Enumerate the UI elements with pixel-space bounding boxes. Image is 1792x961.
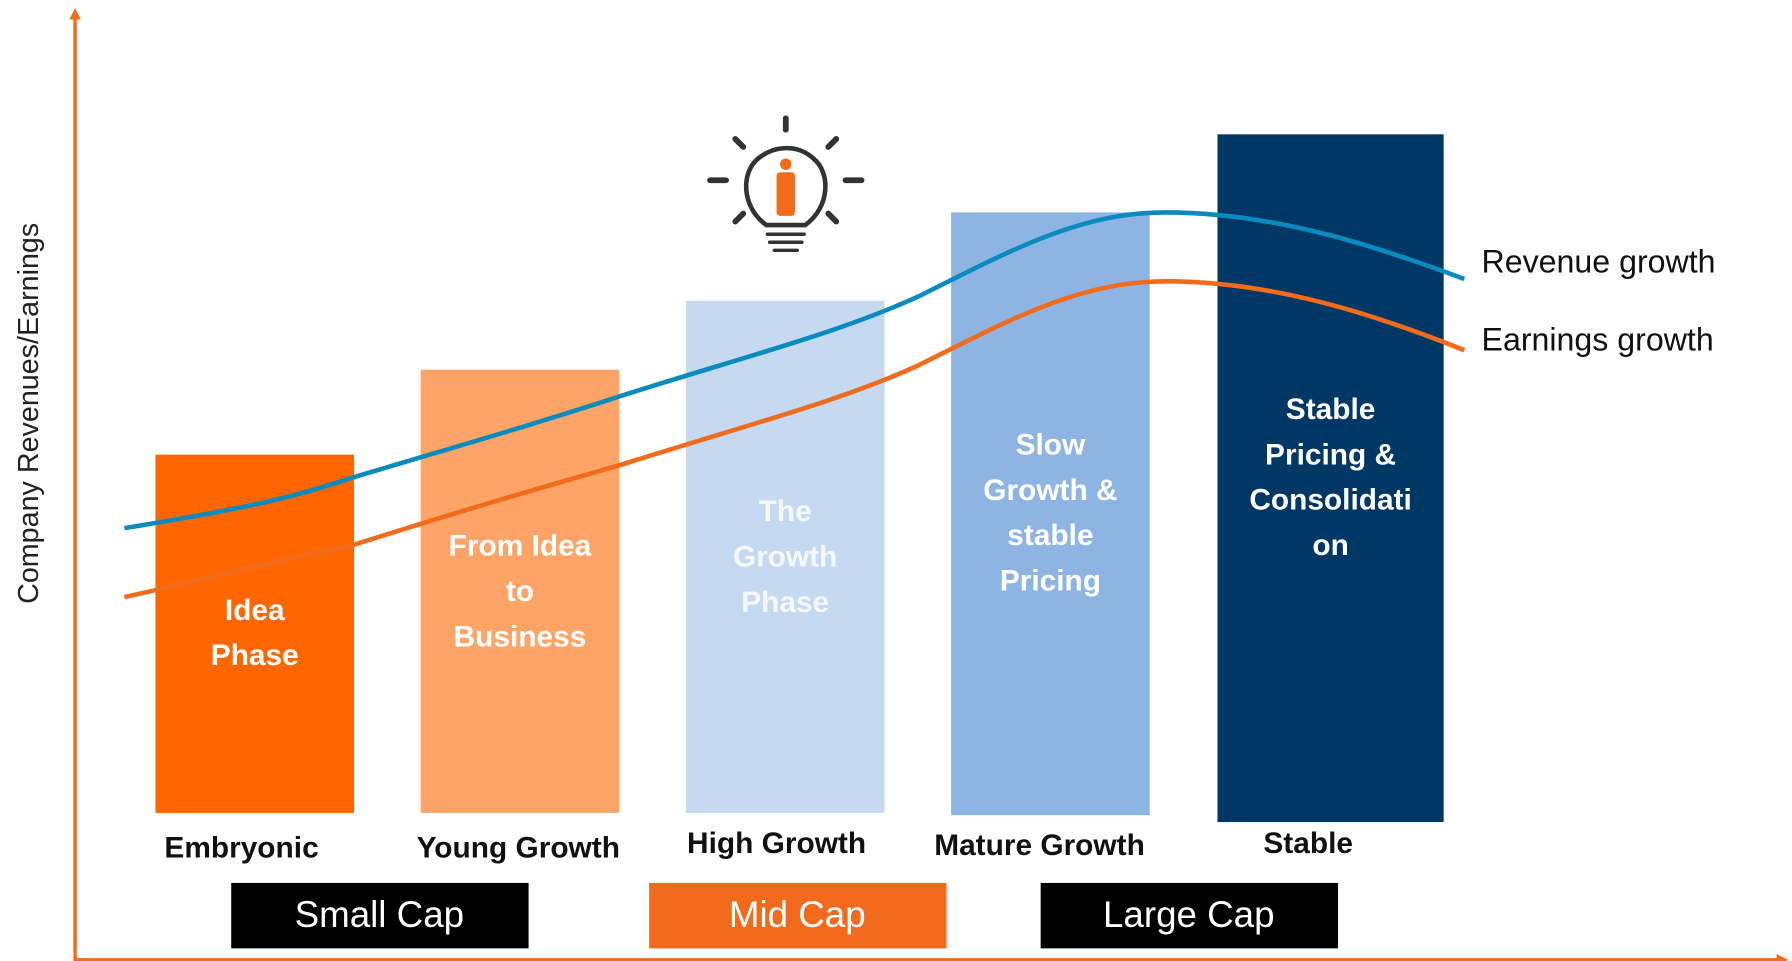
cap-label: Small Cap [295,894,464,935]
stage-name: Young Growth [417,832,620,865]
stage-text: Slow [1016,429,1086,462]
stage-bar [420,369,620,813]
cap-label: Large Cap [1103,894,1275,935]
stage-text: Growth [733,540,837,573]
stage-text: From Idea [449,530,592,563]
stage-text: Phase [741,586,829,619]
cap-box [1040,882,1339,949]
stage-text: Stable [1286,393,1376,426]
stage-name: High Growth [687,827,866,860]
curve-label: Earnings growth [1482,322,1714,358]
stage-text: on [1312,529,1348,562]
stage-name: Mature Growth [934,829,1145,862]
stage-text: Business [454,620,587,653]
stage-text: Pricing [1000,565,1101,598]
cap-box [649,882,947,949]
stage-text: Idea [225,594,285,627]
stage-bar [685,300,885,813]
stage-text: Consolidati [1249,484,1411,517]
curve-label: Revenue growth [1482,244,1716,280]
stage-name: Embryonic [164,832,318,865]
earnings-curve [123,278,1466,600]
lightbulb-icon [707,115,865,253]
stage-text: to [506,575,534,608]
stage-bar [155,454,355,813]
cap-box [231,882,529,949]
cap-label: Mid Cap [729,894,866,935]
revenue-curve [124,210,1466,531]
stage-text: The [759,495,812,528]
stage-text: Pricing & [1265,438,1396,471]
stage-text: stable [1007,519,1093,552]
stage-bar [951,212,1150,816]
stage-name: Stable [1263,827,1353,860]
stage-bar [1217,134,1444,823]
stage-text: Growth & [983,474,1117,507]
y-axis-label: Company Revenues/Earnings [13,223,45,604]
stage-text: Phase [211,639,299,672]
